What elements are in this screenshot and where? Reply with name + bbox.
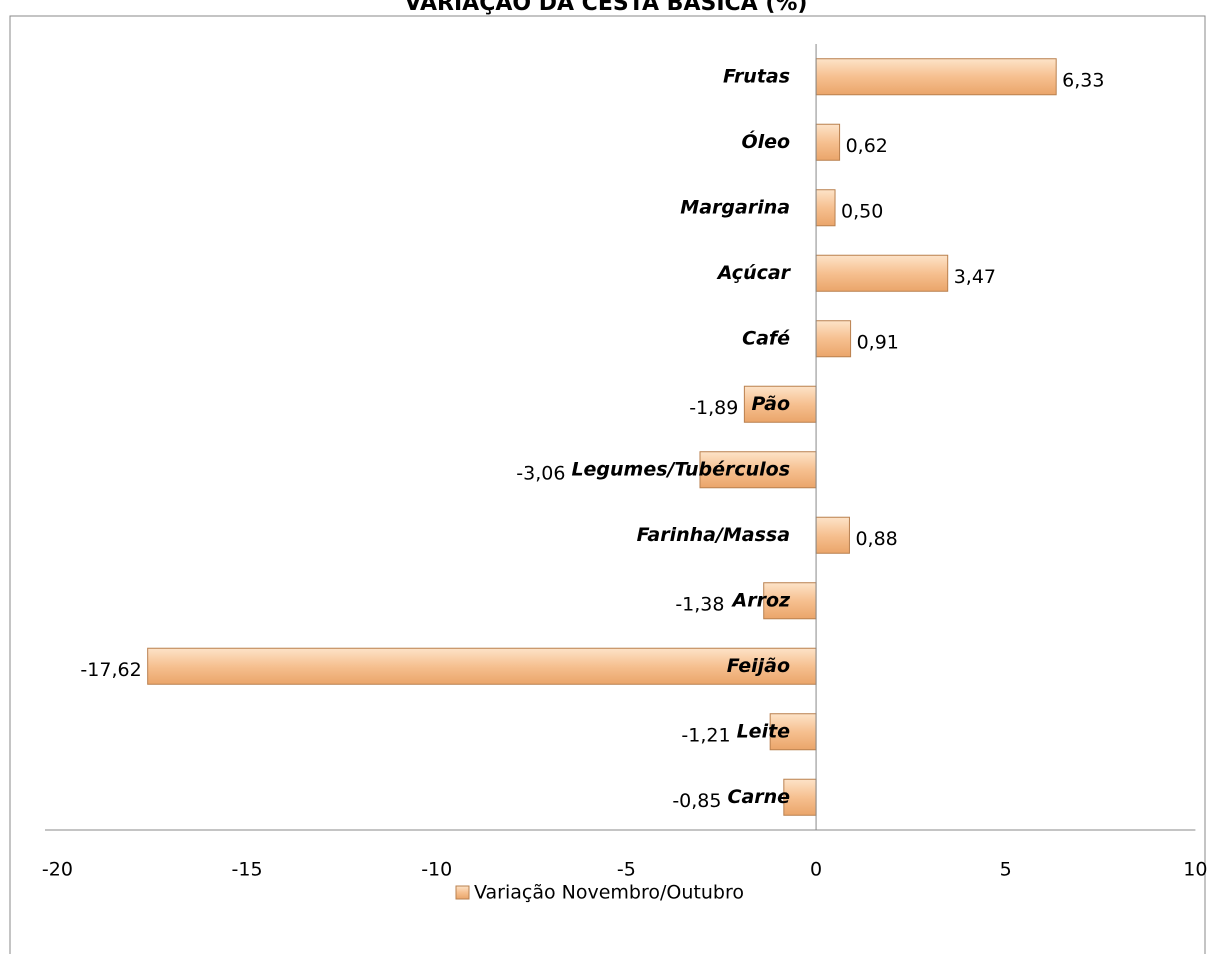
x-tick-label: -15	[232, 859, 263, 881]
chart-title: VARIAÇÃO DA CESTA BÁSICA (%)	[404, 0, 807, 16]
bar	[815, 58, 1057, 96]
x-tick-label: -10	[421, 859, 452, 881]
x-tick-label: 0	[810, 859, 822, 881]
category-label: Feijão	[727, 655, 790, 677]
bar	[815, 189, 836, 227]
value-label: 0,62	[846, 135, 888, 157]
category-label: Margarina	[680, 196, 790, 218]
category-label: Arroz	[731, 589, 791, 611]
value-label: 0,50	[841, 200, 883, 222]
value-label: -1,38	[675, 593, 724, 615]
bar	[769, 713, 817, 751]
value-label: -1,21	[681, 724, 730, 746]
bar	[815, 320, 852, 358]
value-label: 3,47	[954, 266, 996, 288]
bar	[763, 582, 817, 620]
value-label: 0,88	[855, 528, 897, 550]
x-tick-label: -5	[617, 859, 636, 881]
chart-frame	[9, 15, 1206, 954]
x-tick-label: 5	[1000, 859, 1012, 881]
value-label: -1,89	[689, 397, 738, 419]
category-label: Açúcar	[716, 262, 792, 284]
x-tick-label: 10	[1183, 859, 1207, 881]
value-label: -3,06	[516, 462, 565, 484]
legend-label: Variação Novembro/Outubro	[474, 882, 744, 904]
category-label: Farinha/Massa	[637, 524, 790, 546]
category-label: Leite	[737, 720, 791, 742]
bar	[147, 647, 817, 685]
x-tick-label: -20	[42, 859, 73, 881]
category-label: Óleo	[741, 129, 790, 153]
bar	[815, 516, 850, 554]
value-label: 0,91	[857, 331, 899, 353]
category-label: Café	[742, 327, 790, 349]
category-label: Legumes/Tubérculos	[571, 458, 790, 480]
value-label: 6,33	[1062, 69, 1104, 91]
category-label: Carne	[728, 786, 791, 808]
category-label: Frutas	[723, 65, 790, 87]
bar	[815, 254, 949, 292]
legend-swatch	[455, 885, 470, 900]
bar	[815, 123, 841, 161]
category-label: Pão	[751, 393, 790, 415]
value-label: -0,85	[672, 790, 721, 812]
value-label: -17,62	[80, 659, 141, 681]
